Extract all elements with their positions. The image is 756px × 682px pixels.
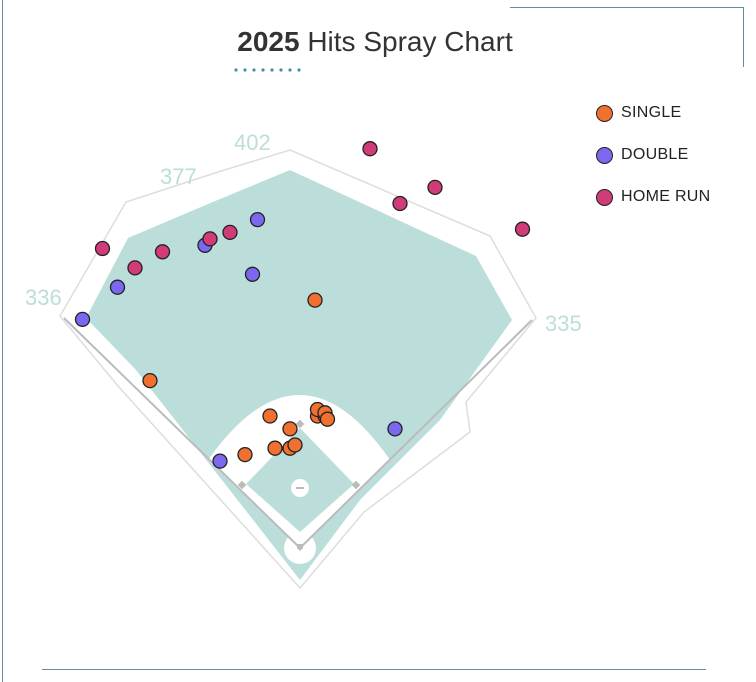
hit-point-single-2 [307,292,323,308]
hit-point-single-1 [142,372,158,389]
hit-point-single-4 [237,446,253,463]
title-underline-dots [234,68,301,72]
third-base [237,480,247,490]
legend-label-single: SINGLE [621,104,682,121]
hit-point-double-5 [244,266,261,282]
hit-point-home-run-9 [514,221,531,237]
distance-label-center: 402 [234,130,271,155]
hit-point-home-run-6 [362,141,378,157]
legend-item-double: DOUBLE [596,134,711,176]
legend: SINGLE DOUBLE HOME RUN [596,92,711,218]
right-foul-line [299,319,533,549]
chart-title-text: Hits Spray Chart [307,26,513,57]
hit-point-home-run-2 [127,260,143,276]
hit-point-single-5 [267,440,283,456]
hit-point-double-6 [212,453,228,469]
legend-item-home-run: HOME RUN [596,176,711,218]
hit-point-home-run-1 [94,240,111,257]
legend-swatch-double [596,146,613,164]
pitcher-rubber [296,487,304,489]
first-base [351,480,361,490]
distance-label-right-line: 335 [545,311,582,336]
frame-bottom-border [42,669,706,670]
outfield-grass [86,170,512,580]
legend-label-double: DOUBLE [621,146,689,163]
second-base [295,419,305,429]
frame-left-border [2,0,3,682]
hit-point-double-2 [109,279,126,295]
left-foul-line [63,317,301,549]
chart-title: 2025 Hits Spray Chart [0,26,750,58]
legend-label-home-run: HOME RUN [621,188,711,205]
hit-point-double-7 [387,421,403,437]
legend-item-single: SINGLE [596,92,711,134]
distance-label-left-center: 377 [160,164,197,189]
hit-point-double-4 [249,211,266,228]
hit-point-home-run-5 [222,224,238,241]
hit-point-single-12 [319,411,336,427]
hit-point-double-1 [74,311,91,328]
hit-point-home-run-4 [202,231,218,247]
distance-label-left-line: 336 [25,285,62,310]
chart-title-year: 2025 [237,26,300,57]
hit-point-single-13 [287,437,303,453]
hit-point-home-run-8 [427,179,443,196]
frame-top-border [510,7,744,8]
frame-right-border [743,7,744,67]
hit-points [74,141,531,469]
legend-swatch-home-run [596,188,613,206]
hit-point-home-run-3 [154,244,171,260]
hit-point-single-3 [262,408,278,424]
hit-point-single-11 [282,421,298,437]
hit-point-home-run-7 [392,195,408,212]
legend-swatch-single [596,104,613,122]
